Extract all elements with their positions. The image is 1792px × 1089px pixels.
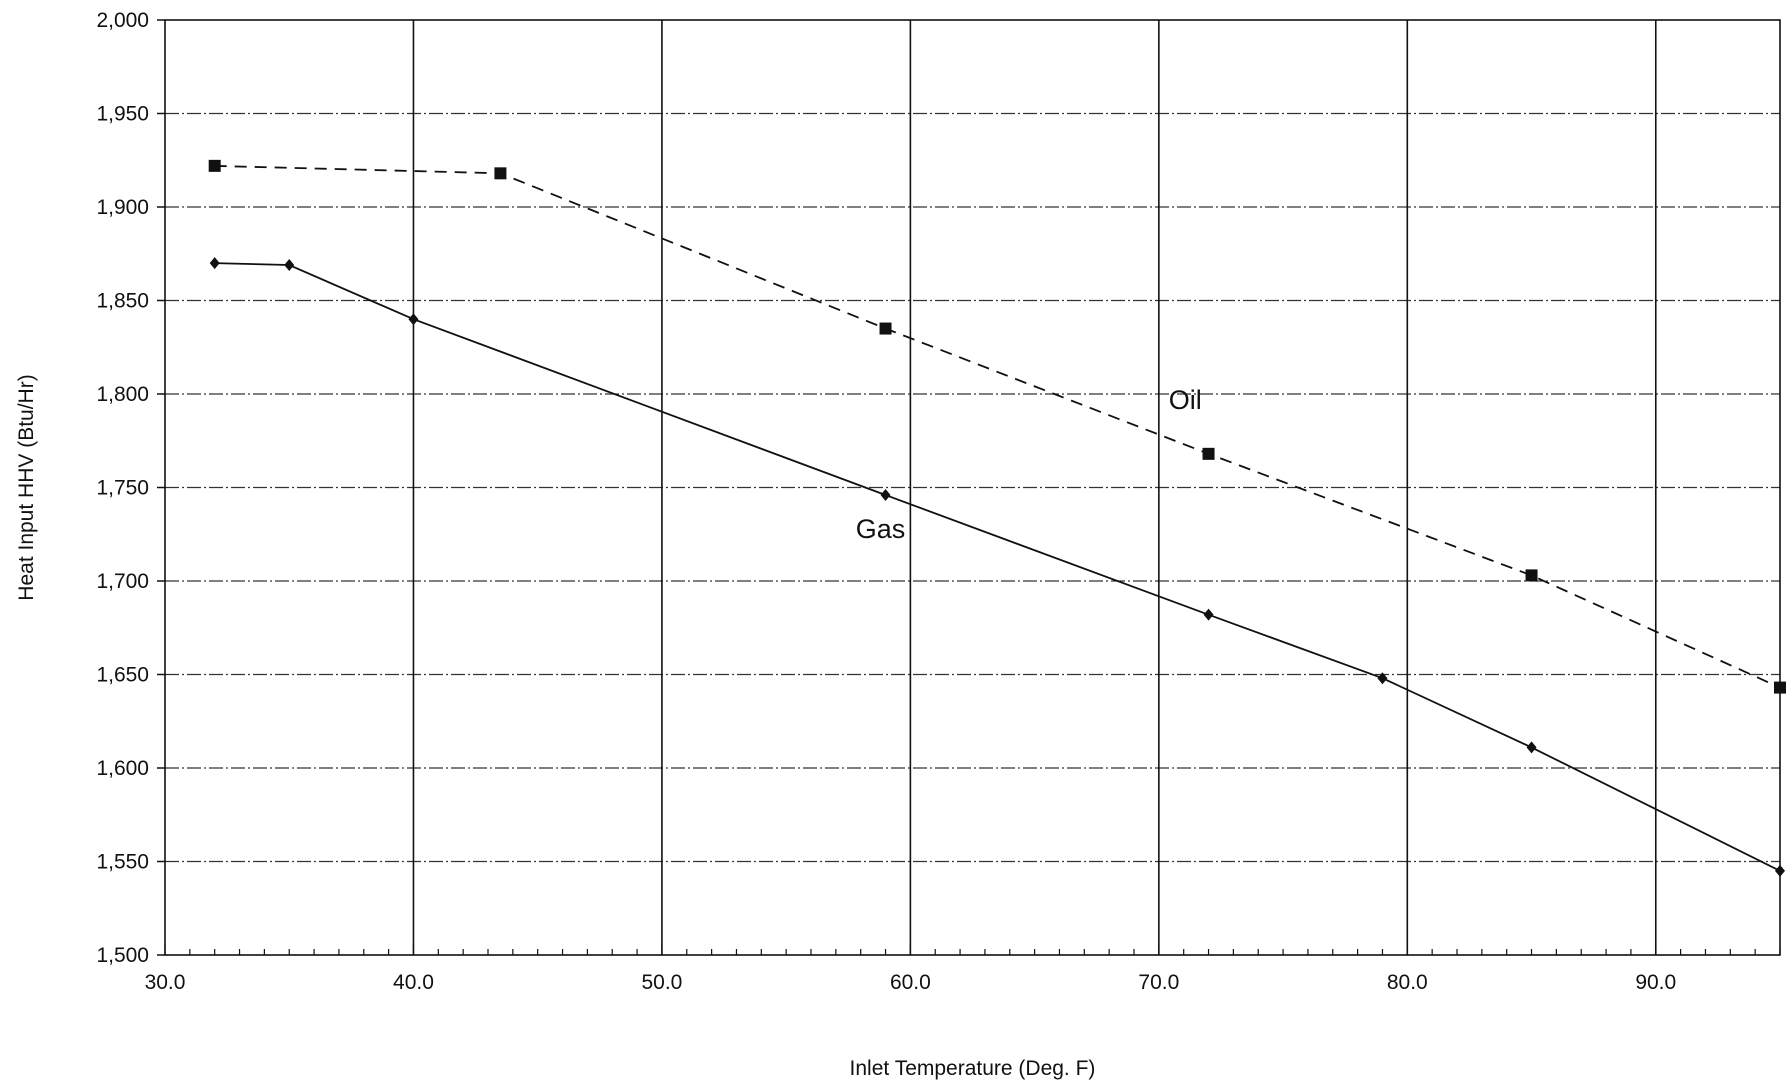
data-point-gas <box>1526 741 1537 754</box>
y-tick-label: 1,700 <box>96 570 149 593</box>
series-label-gas: Gas <box>856 514 906 544</box>
y-tick-label: 1,550 <box>96 851 149 874</box>
y-tick-label: 1,650 <box>96 664 149 687</box>
x-axis: 30.0 40.0 50.0 60.0 70.0 80.0 90.0 <box>145 945 1781 994</box>
x-tick-label: 60.0 <box>890 971 931 994</box>
data-point-oil <box>879 322 892 335</box>
x-tick-label: 80.0 <box>1387 971 1428 994</box>
x-tick-label: 40.0 <box>393 971 434 994</box>
data-point-oil <box>494 167 507 180</box>
grid <box>165 20 1780 955</box>
series-layer: Gas Oil <box>208 159 1786 877</box>
y-tick-label: 1,800 <box>96 383 149 406</box>
x-tick-label: 70.0 <box>1138 971 1179 994</box>
series-gas: Gas <box>209 257 1785 877</box>
y-tick-label: 1,900 <box>96 196 149 219</box>
y-tick-label: 1,950 <box>96 103 149 126</box>
x-tick-label: 50.0 <box>641 971 682 994</box>
data-point-gas <box>408 313 419 326</box>
x-axis-title: Inlet Temperature (Deg. F) <box>850 1057 1096 1080</box>
data-point-gas <box>209 257 220 270</box>
data-point-oil <box>208 159 221 172</box>
series-line-oil <box>214 165 1781 689</box>
data-point-oil <box>1202 447 1215 460</box>
y-tick-label: 1,500 <box>96 944 149 967</box>
data-point-oil <box>1525 569 1538 582</box>
y-tick-label: 1,600 <box>96 757 149 780</box>
data-point-oil <box>1774 681 1786 694</box>
data-point-gas <box>284 258 295 271</box>
data-point-gas <box>1775 864 1785 877</box>
y-tick-label: 2,000 <box>96 9 149 32</box>
data-point-gas <box>1203 608 1214 621</box>
series-label-oil: Oil <box>1169 385 1202 415</box>
y-axis: 1,500 1,550 1,600 1,650 1,700 1,750 1,800 1,850… <box>96 9 165 967</box>
data-point-gas <box>1377 672 1388 685</box>
data-point-gas <box>880 488 891 501</box>
y-axis-title: Heat Input HHV (Btu/Hr) <box>15 374 38 600</box>
x-tick-label: 90.0 <box>1635 971 1676 994</box>
series-line-gas <box>214 262 1781 872</box>
y-tick-label: 1,850 <box>96 290 149 313</box>
series-oil: Oil <box>208 159 1786 694</box>
x-tick-label: 30.0 <box>145 971 186 994</box>
y-tick-label: 1,750 <box>96 477 149 500</box>
